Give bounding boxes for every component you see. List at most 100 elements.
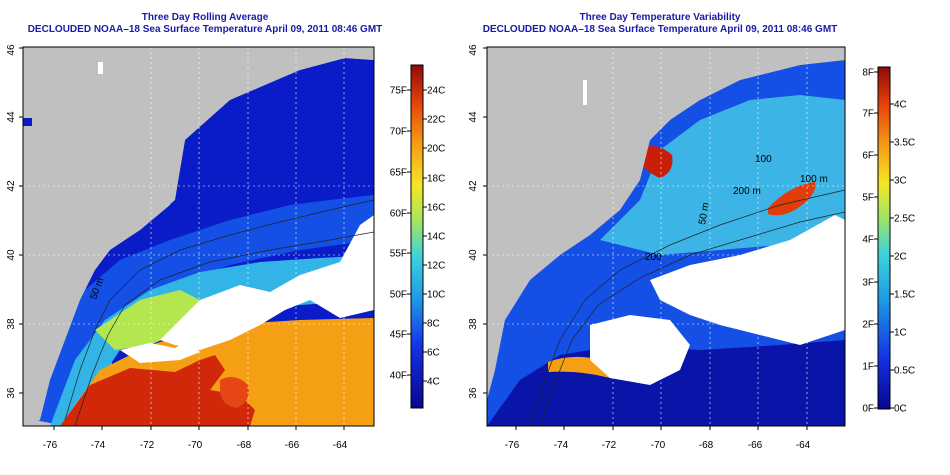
right-colorbar-c-label: 3.5C [894,138,915,149]
left-map-title: Three Day Rolling Average [141,12,269,23]
right-colorbar-c-label: 2C [894,252,907,263]
left-lon-tick-74: -74 [91,440,106,451]
right-colorbar-ramp [877,66,891,410]
right-ocean-cyan [600,95,845,255]
right-lon-tick-76: -76 [505,440,520,451]
left-colorbar-c-label: 18C [427,174,445,185]
right-cloud-mask-2 [590,315,690,385]
left-lake [23,118,32,126]
right-cloud-mask [650,215,845,345]
left-colorbar-f-label: 50F [390,290,407,301]
right-map-title: Three Day Temperature Variability [579,12,741,23]
left-colorbar-f-label: 65F [390,168,407,179]
right-contour-label-50m: 50 m [697,202,712,226]
left-colorbar-c-label: 24C [427,86,445,97]
right-lat-tick-36: 36 [468,387,479,399]
right-lat-tick-42: 42 [468,180,479,192]
right-lon-axis [515,426,808,430]
left-gulfstream-red [60,355,255,426]
right-lat-tick-38: 38 [468,318,479,330]
left-warm-eddy [220,376,249,408]
left-colorbar-c-labels: 24C 22C 20C 18C 16C 14C 12C 10C 8C 6C 4C [423,86,445,388]
left-isobath-2 [74,231,374,426]
left-lat-tick-46: 46 [6,44,17,56]
left-colorbar-f-label: 70F [390,127,407,138]
left-lat-tick-36: 36 [6,387,17,399]
right-colorbar-f-label: 6F [862,151,874,162]
right-colorbar-c-label: 0.5C [894,366,915,377]
right-land-coast [487,47,845,400]
right-colorbar-f-labels: 8F 7F 6F 5F 4F 3F 2F 1F 0F [862,68,878,415]
right-colorbar-f-label: 3F [862,278,874,289]
left-map-subtitle: DECLOUDED NOAA–18 Sea Surface Temperatur… [27,24,383,35]
right-colorbar-f-label: 4F [862,235,874,246]
right-contour-label-200: 200 [645,252,662,263]
left-greenish-water [95,290,200,350]
left-lon-tick-64: -64 [333,440,348,451]
left-colorbar-c-label: 14C [427,232,445,243]
right-lon-tick-70: -70 [651,440,666,451]
left-colorbar-c-label: 8C [427,319,440,330]
right-colorbar-c-label: 4C [894,100,907,111]
left-colorbar-f-label: 55F [390,249,407,260]
left-colorbar-c-label: 20C [427,144,445,155]
left-colorbar: 75F 70F 65F 60F 55F 50F 45F 40F 24C 22C 20C 18C 16C… [390,64,445,409]
right-isobath [529,189,845,426]
right-map: 100 100 m 200 m 50 m 200 36 38 40 42 44 … [468,44,846,451]
right-colorbar-c-label: 0C [894,404,907,415]
left-lon-tick-72: -72 [140,440,155,451]
left-lon-tick-66: -66 [285,440,300,451]
right-lat-tick-44: 44 [468,111,479,123]
right-colorbar-f-label: 7F [862,109,874,120]
left-colorbar-f-label: 40F [390,371,407,382]
right-lon-tick-68: -68 [699,440,714,451]
right-lon-tick-74: -74 [554,440,569,451]
right-lat-tick-40: 40 [468,249,479,261]
right-colorbar-c-label: 1.5C [894,290,915,301]
left-colorbar-c-label: 4C [427,377,440,388]
right-lat-tick-46: 46 [468,44,479,56]
right-colorbar-c-label: 2.5C [894,214,915,225]
left-isobath [64,199,374,421]
left-lon-axis [53,426,345,430]
right-map-subtitle: DECLOUDED NOAA–18 Sea Surface Temperatur… [482,24,838,35]
left-lat-tick-38: 38 [6,318,17,330]
left-graticule [23,47,374,426]
right-map-frame [486,46,846,427]
left-colorbar-c-label: 6C [427,348,440,359]
right-colorbar-c-label: 1C [894,328,907,339]
left-colorbar-c-label: 16C [427,203,445,214]
left-island [98,62,103,74]
right-colorbar-f-label: 2F [862,320,874,331]
left-lat-tick-40: 40 [6,249,17,261]
right-isobath-2 [539,211,845,426]
left-colorbar-c-label: 12C [427,261,445,272]
left-lon-tick-76: -76 [43,440,58,451]
left-colorbar-f-label: 75F [390,86,407,97]
right-colorbar-c-labels: 4C 3.5C 3C 2.5C 2C 1.5C 1C 0.5C 0C [890,100,915,415]
left-lat-tick-42: 42 [6,180,17,192]
left-colorbar-c-label: 22C [427,115,445,126]
right-contour-label-100: 100 [755,154,772,165]
left-land-coast [23,47,374,426]
left-lat-axis [19,47,23,394]
right-var-hotspot [640,146,673,178]
left-colorbar-c-label: 10C [427,290,445,301]
right-colorbar: 8F 7F 6F 5F 4F 3F 2F 1F 0F 4C 3.5C 3C 2.5C 2C 1.5C 1C 0… [862,66,915,415]
right-var-hotspot-2 [768,182,816,216]
right-island [583,80,587,105]
left-colorbar-f-labels: 75F 70F 65F 60F 55F 50F 45F 40F [390,86,411,382]
left-lon-tick-70: -70 [188,440,203,451]
right-lon-tick-64: -64 [796,440,811,451]
right-lon-tick-66: -66 [748,440,763,451]
left-colorbar-f-label: 60F [390,209,407,220]
right-lat-axis [483,47,487,394]
left-cloud-mask [160,215,374,350]
right-contour-label-100m: 100 m [800,174,828,185]
right-colorbar-f-label: 1F [862,362,874,373]
right-contour-label-200m: 200 m [733,186,761,197]
left-lat-tick-44: 44 [6,111,17,123]
right-colorbar-f-label: 0F [862,404,874,415]
right-colorbar-f-label: 5F [862,193,874,204]
